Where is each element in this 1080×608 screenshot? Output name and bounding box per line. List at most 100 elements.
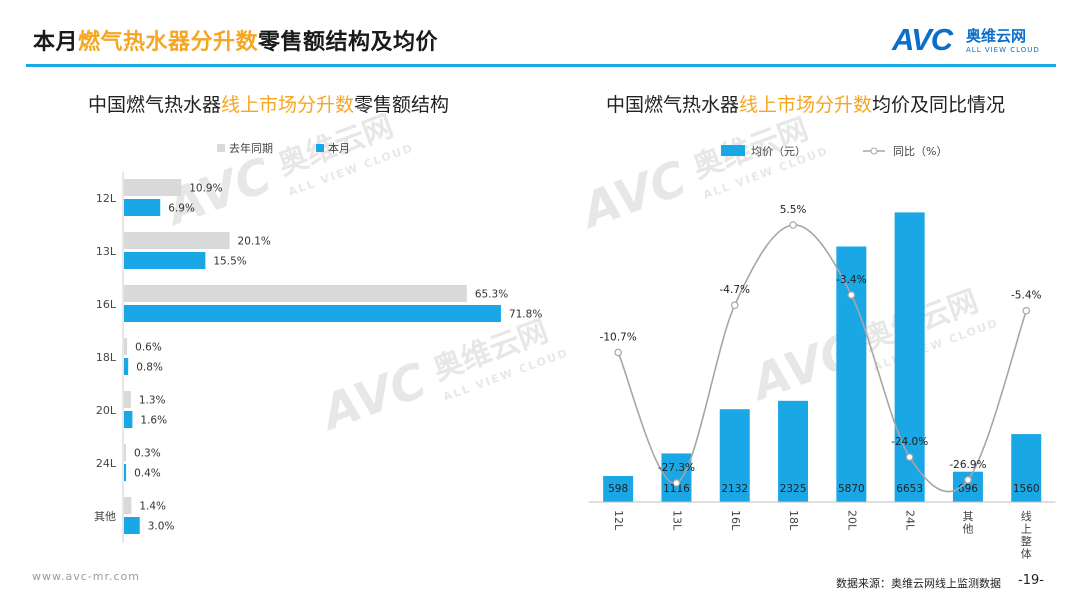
logo-cn: 奥维云网 [966, 27, 1027, 45]
category-label: 13L [96, 245, 117, 258]
data-label: 0.3% [134, 448, 161, 460]
yoy-marker [1022, 306, 1031, 315]
yoy-label: -5.4% [1011, 290, 1041, 302]
bar-this-month [124, 252, 206, 269]
category-label: 24L [904, 510, 917, 531]
category-label: 16L [96, 298, 117, 311]
data-label: 10.9% [189, 183, 222, 195]
data-label: 1.3% [139, 395, 166, 407]
legend-label: 同比（%） [893, 145, 947, 158]
watermark-mark: AVC [571, 150, 694, 240]
footer-url[interactable]: www.avc-mr.com [32, 570, 140, 583]
category-label: 20L [845, 510, 858, 531]
yoy-label: 5.5% [780, 204, 807, 216]
price-label: 6653 [896, 483, 923, 495]
left-legend: 去年同期 本月 [217, 141, 350, 155]
bar-this-month [124, 358, 129, 375]
price-combo-chart: 均价（元） 同比（%） 598 1116 2132 2325 5870 6653 696 1560… [589, 145, 1056, 561]
category-label: 16L [729, 510, 742, 531]
logo-mark: AVC [892, 22, 953, 57]
left-title-suffix: 零售额结构 [354, 94, 450, 116]
price-bar [719, 409, 750, 502]
header-rule [26, 64, 1056, 67]
yoy-label: -3.4% [836, 274, 866, 286]
page-title: 本月燃气热水器分升数零售额结构及均价 [33, 24, 438, 56]
data-label: 20.1% [238, 236, 271, 248]
title-highlight: 燃气热水器分升数 [78, 30, 259, 55]
yoy-label: -27.3% [658, 462, 695, 474]
yoy-marker [730, 301, 739, 310]
bar-last-year [124, 232, 230, 249]
category-label: 线上整体 [1021, 509, 1032, 561]
avc-logo: AVC 奥维云网 ALL VIEW CLOUD [892, 22, 1062, 58]
yoy-marker [672, 479, 681, 487]
price-label: 598 [608, 483, 628, 495]
yoy-marker [789, 221, 797, 229]
category-label: 12L [612, 510, 625, 531]
data-label: 15.5% [213, 256, 246, 268]
data-label: 1.6% [140, 415, 167, 427]
data-source: 数据来源：奥维云网线上监测数据 [836, 577, 1001, 590]
category-label: 13L [670, 510, 683, 531]
category-label: 24L [96, 457, 117, 470]
data-label: 6.9% [168, 203, 195, 215]
price-bar [836, 246, 867, 502]
header: 本月燃气热水器分升数零售额结构及均价 AVC 奥维云网 ALL VIEW CLO… [0, 0, 1080, 67]
right-legend: 均价（元） 同比（%） [721, 145, 947, 158]
right-title-prefix: 中国燃气热水器 [606, 94, 740, 116]
yoy-label: -10.7% [600, 331, 637, 343]
data-label: 3.0% [148, 521, 175, 533]
category-label: 18L [96, 351, 117, 364]
price-bar [778, 400, 809, 502]
legend-label: 去年同期 [229, 141, 273, 155]
category-label: 20L [96, 404, 117, 417]
yoy-label: -24.0% [891, 436, 928, 448]
bar-last-year [124, 179, 182, 196]
price-label: 696 [958, 483, 978, 495]
data-label: 0.6% [135, 342, 162, 354]
data-label: 1.4% [139, 501, 166, 513]
price-label: 5870 [838, 483, 865, 495]
legend-label: 均价（元） [751, 145, 806, 158]
bar-this-month [124, 517, 140, 534]
yoy-label: -26.9% [949, 459, 986, 471]
watermark-mark: AVC [311, 352, 434, 442]
bar-last-year [124, 497, 132, 514]
legend-swatch [217, 144, 225, 152]
data-label: 0.8% [136, 362, 163, 374]
category-label: 18L [787, 510, 800, 531]
data-label: 65.3% [475, 289, 508, 301]
price-bar [603, 475, 634, 502]
category-label: 其他 [94, 510, 116, 523]
legend-label: 本月 [328, 141, 350, 155]
bar-last-year [124, 444, 126, 461]
right-title-suffix: 均价及同比情况 [872, 94, 1006, 116]
legend-marker [870, 147, 878, 155]
price-label: 2325 [780, 483, 807, 495]
yoy-marker [905, 453, 914, 461]
yoy-marker [614, 348, 622, 357]
category-label: 12L [96, 192, 117, 205]
title-suffix: 零售额结构及均价 [258, 30, 439, 55]
price-label: 2132 [721, 483, 748, 495]
page-number: -19- [1018, 573, 1044, 588]
price-bar [1011, 434, 1042, 502]
bar-this-month [124, 305, 501, 322]
left-title-prefix: 中国燃气热水器 [88, 94, 222, 116]
category-label: 其他 [962, 510, 973, 536]
left-title-highlight: 线上市场分升数 [221, 94, 355, 116]
right-chart-title: 中国燃气热水器线上市场分升数均价及同比情况 [606, 90, 1005, 117]
yoy-marker [847, 291, 856, 299]
bar-this-month [124, 464, 127, 481]
legend-swatch [316, 144, 324, 152]
bar-last-year [124, 338, 128, 355]
bar-last-year [124, 285, 467, 302]
yoy-marker [964, 476, 972, 484]
data-label: 71.8% [509, 309, 542, 321]
yoy-label: -4.7% [720, 284, 750, 296]
bar-this-month [124, 411, 133, 428]
title-prefix: 本月 [33, 30, 79, 55]
